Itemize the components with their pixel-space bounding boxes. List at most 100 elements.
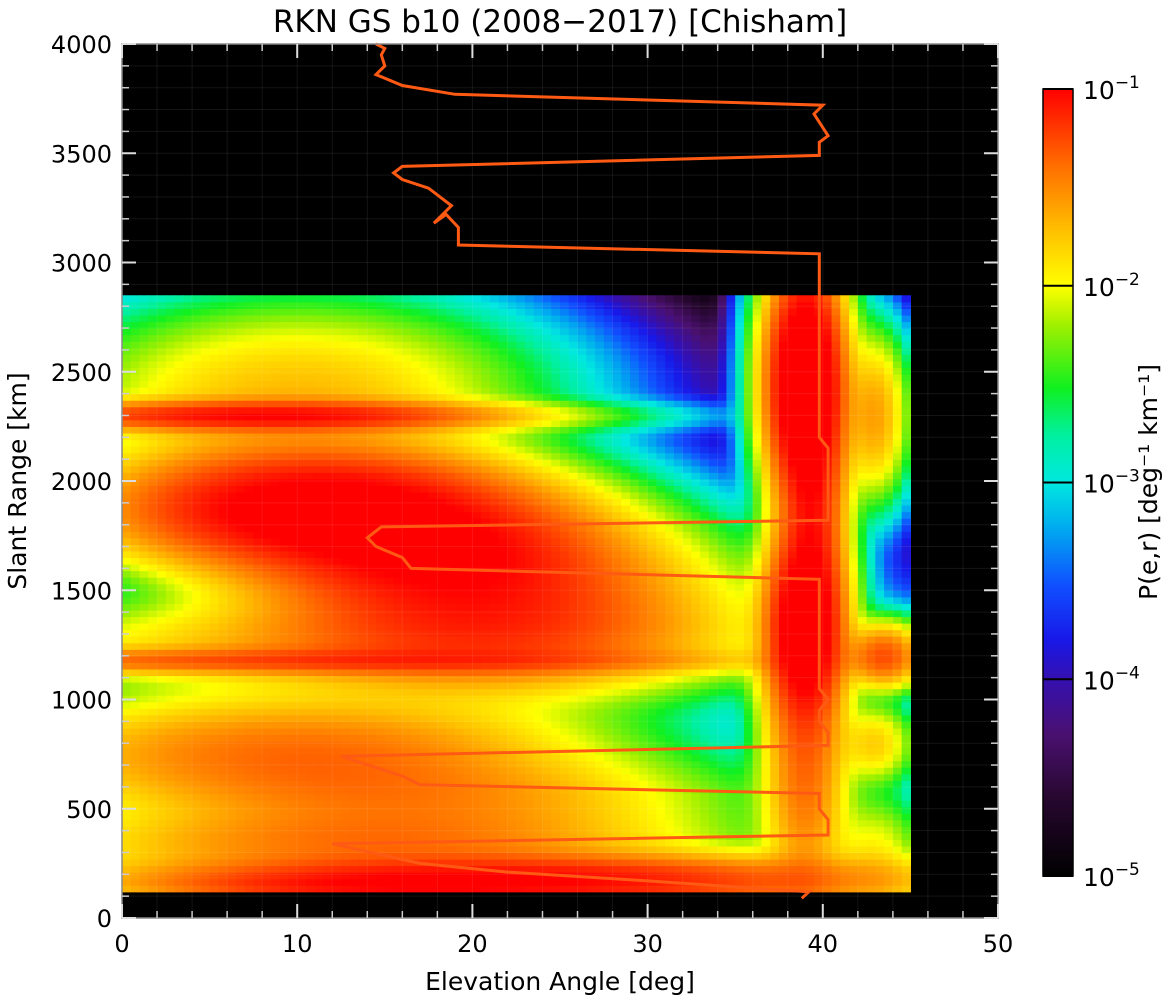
heatmap-cell — [165, 590, 176, 598]
heatmap-cell — [367, 301, 377, 309]
heatmap-cell — [209, 564, 219, 572]
heatmap-cell — [472, 439, 482, 447]
heatmap-cell — [174, 780, 184, 788]
heatmap-cell — [130, 360, 141, 368]
heatmap-cell — [323, 662, 333, 670]
heatmap-cell — [200, 367, 211, 375]
heatmap-cell — [288, 491, 298, 500]
heatmap-cell — [358, 308, 368, 316]
heatmap-cell — [376, 865, 386, 873]
heatmap-cell — [349, 557, 360, 565]
heatmap-cell — [122, 786, 132, 795]
heatmap-cell — [165, 636, 176, 644]
heatmap-cell — [183, 839, 193, 847]
heatmap-cell — [148, 511, 158, 519]
heatmap-cell — [437, 511, 447, 519]
heatmap-cell — [157, 387, 167, 395]
heatmap-cell — [279, 498, 290, 506]
heatmap-cell — [130, 498, 141, 506]
heatmap-cell — [376, 629, 386, 637]
heatmap-cell — [323, 649, 333, 657]
heatmap-cell — [542, 577, 552, 585]
heatmap-cell — [209, 629, 219, 637]
heatmap-cell — [130, 760, 141, 768]
heatmap-cell — [192, 446, 202, 454]
heatmap-cell — [560, 531, 570, 539]
heatmap-cell — [428, 347, 438, 355]
heatmap-cell — [393, 649, 403, 657]
heatmap-cell — [244, 813, 254, 821]
heatmap-cell — [367, 564, 377, 572]
heatmap-cell — [157, 531, 167, 539]
heatmap-cell — [419, 878, 430, 886]
heatmap-cell — [516, 550, 526, 559]
heatmap-cell — [411, 819, 421, 827]
heatmap-cell — [586, 531, 596, 539]
heatmap-cell — [437, 537, 447, 545]
heatmap-cell — [446, 701, 456, 709]
heatmap-cell — [297, 485, 307, 493]
heatmap-cell — [270, 354, 281, 362]
heatmap-cell — [192, 662, 202, 670]
heatmap-cell — [314, 636, 325, 644]
heatmap-cell — [402, 682, 412, 690]
heatmap-cell — [235, 550, 246, 559]
heatmap-cell — [437, 662, 447, 670]
heatmap-cell — [332, 721, 342, 729]
heatmap-cell — [481, 813, 491, 821]
heatmap-cell — [341, 465, 351, 473]
heatmap-cell — [314, 446, 325, 454]
heatmap-cell — [428, 537, 438, 545]
heatmap-cell — [314, 623, 325, 631]
heatmap-cell — [367, 845, 377, 854]
heatmap-cell — [533, 518, 544, 526]
heatmap-cell — [227, 531, 237, 539]
heatmap-cell — [235, 505, 246, 513]
heatmap-cell — [577, 727, 587, 736]
heatmap-cell — [349, 688, 360, 696]
heatmap-cell — [157, 301, 167, 309]
heatmap-cell — [568, 380, 579, 388]
heatmap-cell — [481, 360, 491, 368]
heatmap-cell — [165, 577, 176, 585]
heatmap-cell — [270, 623, 281, 631]
heatmap-cell — [595, 367, 605, 375]
heatmap-cell — [183, 328, 193, 336]
heatmap-cell — [139, 400, 149, 408]
heatmap-cell — [209, 498, 219, 506]
heatmap-cell — [341, 616, 351, 624]
heatmap-cell — [270, 839, 281, 847]
heatmap-cell — [183, 354, 193, 362]
heatmap-cell — [454, 688, 465, 696]
heatmap-cell — [183, 623, 193, 631]
heatmap-cell — [586, 616, 596, 624]
heatmap-cell — [279, 472, 290, 480]
heatmap-cell — [384, 616, 395, 624]
heatmap-cell — [157, 360, 167, 368]
heatmap-cell — [165, 511, 176, 519]
heatmap-cell — [542, 328, 552, 336]
heatmap-cell — [437, 544, 447, 552]
heatmap-cell — [489, 623, 500, 631]
heatmap-cell — [288, 865, 298, 873]
heatmap-cell — [288, 780, 298, 788]
heatmap-cell — [139, 878, 149, 886]
heatmap-cell — [235, 747, 246, 755]
heatmap-cell — [568, 708, 579, 716]
heatmap-cell — [428, 708, 438, 716]
heatmap-cell — [428, 432, 438, 441]
heatmap-cell — [551, 498, 561, 506]
heatmap-cell — [323, 629, 333, 637]
heatmap-cell — [262, 872, 272, 880]
heatmap-cell — [341, 341, 351, 349]
heatmap-cell — [218, 406, 228, 414]
heatmap-cell — [551, 314, 561, 323]
heatmap-cell — [472, 478, 482, 486]
heatmap-cell — [560, 813, 570, 821]
heatmap-cell — [437, 826, 447, 834]
heatmap-cell — [358, 459, 368, 467]
heatmap-cell — [332, 852, 342, 860]
heatmap-cell — [516, 708, 526, 716]
heatmap-cell — [481, 452, 491, 460]
heatmap-cell — [437, 478, 447, 486]
